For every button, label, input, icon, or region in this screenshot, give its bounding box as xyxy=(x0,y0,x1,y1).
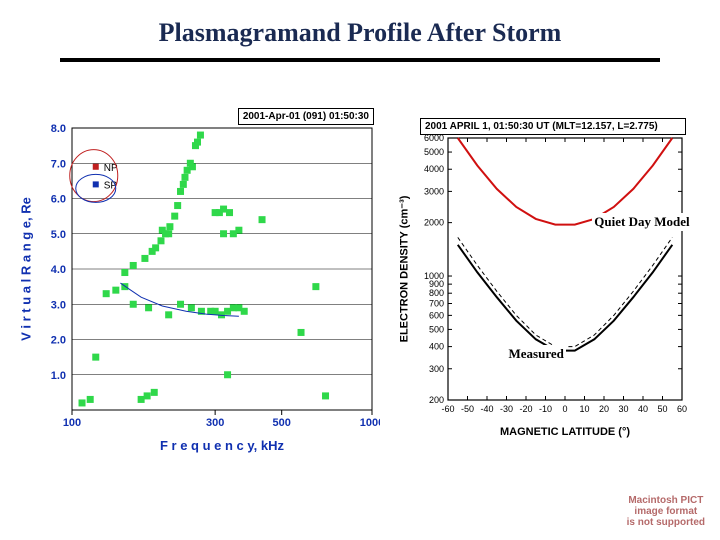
svg-text:300: 300 xyxy=(206,417,224,429)
svg-text:10: 10 xyxy=(579,404,589,414)
svg-text:60: 60 xyxy=(677,404,687,414)
svg-text:-50: -50 xyxy=(461,404,474,414)
svg-text:-60: -60 xyxy=(441,404,454,414)
density-profile-chart: 2001 APRIL 1, 01:50:30 UT (MLT=12.157, L… xyxy=(400,120,690,430)
svg-text:700: 700 xyxy=(429,298,444,308)
svg-text:6000: 6000 xyxy=(424,133,444,143)
page-title: Plasmagramand Profile After Storm xyxy=(0,18,720,48)
density-svg: 2003004005006007008009001000200030004000… xyxy=(400,120,690,430)
svg-text:-30: -30 xyxy=(500,404,513,414)
svg-text:20: 20 xyxy=(599,404,609,414)
svg-text:2.0: 2.0 xyxy=(51,335,66,347)
svg-text:500: 500 xyxy=(429,324,444,334)
svg-text:4000: 4000 xyxy=(424,164,444,174)
svg-text:7.0: 7.0 xyxy=(51,158,66,170)
svg-text:30: 30 xyxy=(618,404,628,414)
svg-text:8.0: 8.0 xyxy=(51,123,66,135)
svg-text:1.0: 1.0 xyxy=(51,370,66,382)
svg-text:40: 40 xyxy=(638,404,648,414)
svg-text:600: 600 xyxy=(429,310,444,320)
quiet-day-label: Quiet Day Model xyxy=(592,213,691,231)
svg-text:-10: -10 xyxy=(539,404,552,414)
svg-text:6.0: 6.0 xyxy=(51,194,66,206)
svg-text:1000: 1000 xyxy=(424,271,444,281)
pict-placeholder: Macintosh PICTimage formatis not support… xyxy=(627,495,705,528)
svg-text:1000: 1000 xyxy=(360,417,380,429)
svg-text:5000: 5000 xyxy=(424,147,444,157)
x-axis-label-right: MAGNETIC LATITUDE (°) xyxy=(500,426,630,438)
svg-text:400: 400 xyxy=(429,342,444,352)
slide: { "title": {"text":"Plasmagramand Profil… xyxy=(0,0,720,540)
svg-text:800: 800 xyxy=(429,288,444,298)
svg-text:5.0: 5.0 xyxy=(51,229,66,241)
plasmagram-svg: 1.02.03.04.05.06.07.08.01003005001000NPS… xyxy=(30,110,380,440)
svg-text:50: 50 xyxy=(657,404,667,414)
svg-text:100: 100 xyxy=(63,417,81,429)
y-axis-label-left: V i r t u a l R a n g e, Re xyxy=(19,197,34,341)
x-axis-label-left: F r e q u e n c y, kHz xyxy=(160,438,284,453)
svg-text:300: 300 xyxy=(429,364,444,374)
svg-text:500: 500 xyxy=(273,417,291,429)
svg-text:3.0: 3.0 xyxy=(51,299,66,311)
plasmagram-chart: 2001-Apr-01 (091) 01:50:30 1.02.03.04.05… xyxy=(30,110,380,440)
title-rule xyxy=(60,58,660,62)
svg-text:4.0: 4.0 xyxy=(51,264,66,276)
svg-text:-40: -40 xyxy=(480,404,493,414)
y-axis-label-right: ELECTRON DENSITY (cm⁻³) xyxy=(398,196,411,343)
svg-text:0: 0 xyxy=(562,404,567,414)
svg-text:3000: 3000 xyxy=(424,186,444,196)
measured-label: Measured xyxy=(507,345,566,363)
svg-text:-20: -20 xyxy=(519,404,532,414)
svg-text:2000: 2000 xyxy=(424,218,444,228)
